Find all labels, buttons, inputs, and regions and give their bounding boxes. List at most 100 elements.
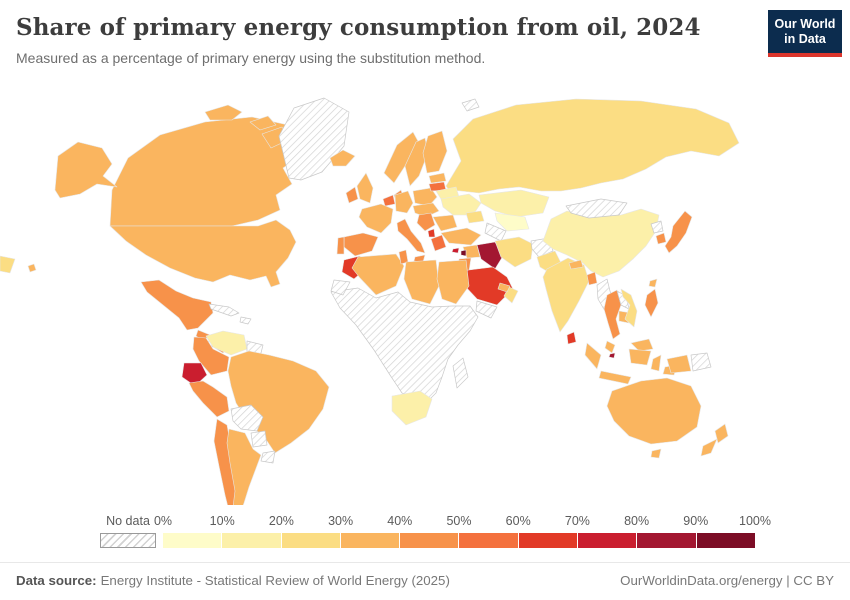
legend-bin-40-50%[interactable] <box>400 533 460 548</box>
owid-logo-accent-bar <box>768 53 842 57</box>
legend-bin-80-90%[interactable] <box>637 533 697 548</box>
country-iraq[interactable] <box>476 241 504 270</box>
no-data-swatch[interactable] <box>100 533 156 548</box>
country-japan[interactable] <box>664 210 693 254</box>
country-nepal[interactable] <box>568 259 584 270</box>
country-malaysia[interactable] <box>630 338 654 352</box>
country-canada[interactable] <box>204 104 243 121</box>
country-indonesia[interactable] <box>666 354 692 374</box>
country-singapore[interactable] <box>608 352 616 359</box>
country-iran[interactable] <box>494 236 534 268</box>
country-united-states[interactable] <box>27 263 37 273</box>
country-mongolia[interactable] <box>565 198 628 219</box>
country-new-zealand[interactable] <box>714 423 729 444</box>
country-philippines[interactable] <box>644 288 659 318</box>
legend-bin-60-70%[interactable] <box>518 533 579 548</box>
country-greece[interactable] <box>430 234 447 252</box>
country-italy[interactable] <box>396 218 426 254</box>
country-new-zealand[interactable] <box>700 438 718 457</box>
country-libya[interactable] <box>403 259 440 305</box>
country-thailand[interactable] <box>603 289 622 340</box>
legend-bin-70-80%[interactable] <box>578 533 638 548</box>
country-cuba[interactable] <box>208 303 240 317</box>
country-kazakhstan[interactable] <box>478 189 550 218</box>
country-mexico[interactable] <box>140 279 214 331</box>
license-text[interactable]: OurWorldinData.org/energy | CC BY <box>620 573 834 588</box>
country-svalbard[interactable] <box>461 98 480 112</box>
country-united-states[interactable] <box>54 141 118 199</box>
country-finland[interactable] <box>422 130 448 174</box>
country-sri-lanka[interactable] <box>566 331 577 345</box>
country-netherlands[interactable] <box>382 194 396 207</box>
country-russia[interactable] <box>0 255 16 274</box>
country-western-sahara[interactable] <box>330 279 351 296</box>
country-united-kingdom[interactable] <box>356 172 374 204</box>
legend-tick-label: 100% <box>739 514 771 528</box>
country-egypt[interactable] <box>436 259 470 305</box>
country-cyprus[interactable] <box>451 247 460 254</box>
country-uzbekistan[interactable] <box>494 212 530 232</box>
data-source-label: Data source: <box>16 573 97 588</box>
country-colombia[interactable] <box>192 336 230 376</box>
country-greenland[interactable] <box>278 97 350 181</box>
country-germany[interactable] <box>394 190 414 214</box>
legend-tick-label: 50% <box>446 514 472 528</box>
country-sub-saharan-africa[interactable] <box>330 287 479 402</box>
legend-scale: 0% 10% 20% 30% 40% 50% 60% 70% 80% 90% 100% <box>154 514 771 548</box>
country-indonesia[interactable] <box>650 354 662 372</box>
page-title: Share of primary energy consumption from… <box>16 14 701 41</box>
country-madagascar[interactable] <box>452 357 469 389</box>
country-haiti[interactable] <box>239 316 252 325</box>
country-united-states[interactable] <box>109 219 297 288</box>
country-france[interactable] <box>358 203 394 234</box>
country-ireland[interactable] <box>345 186 359 204</box>
country-papua-new-guinea[interactable] <box>690 352 712 372</box>
country-north-korea[interactable] <box>650 220 664 234</box>
country-malaysia[interactable] <box>604 340 616 354</box>
legend-bin-10-20%[interactable] <box>222 533 282 548</box>
country-australia[interactable] <box>606 377 702 445</box>
legend-bin-0-10%[interactable] <box>163 533 223 548</box>
country-indonesia[interactable] <box>584 342 602 370</box>
country-canada[interactable] <box>249 115 277 131</box>
country-brazil[interactable] <box>227 350 330 454</box>
country-indonesia[interactable] <box>598 370 632 385</box>
country-croatia[interactable] <box>416 212 436 232</box>
country-estonia[interactable] <box>428 172 447 184</box>
country-argentina[interactable] <box>226 428 262 505</box>
legend-tick-labels: 0% 10% 20% 30% 40% 50% 60% 70% 80% 90% 100% <box>154 514 771 530</box>
country-iceland[interactable] <box>329 149 356 167</box>
legend-bin-30-40%[interactable] <box>340 533 401 548</box>
country-turkey[interactable] <box>440 227 482 246</box>
legend-bin-50-60%[interactable] <box>459 533 519 548</box>
country-south-korea[interactable] <box>655 232 667 245</box>
country-united-arab-emirates[interactable] <box>497 282 511 293</box>
country-india[interactable] <box>542 257 590 333</box>
country-romania[interactable] <box>432 214 458 232</box>
country-albania[interactable] <box>427 228 436 238</box>
country-south-africa[interactable] <box>391 390 433 426</box>
country-bangladesh[interactable] <box>586 271 598 286</box>
country-taiwan[interactable] <box>648 278 658 288</box>
legend-bin-20-30%[interactable] <box>281 533 341 548</box>
country-russia[interactable] <box>445 98 740 194</box>
country-paraguay[interactable] <box>250 430 268 448</box>
country-indonesia[interactable] <box>628 348 652 366</box>
country-poland[interactable] <box>412 187 438 207</box>
country-australia[interactable] <box>650 448 662 459</box>
country-portugal[interactable] <box>336 236 345 255</box>
country-bolivia[interactable] <box>230 404 264 432</box>
country-yemen[interactable] <box>475 300 498 319</box>
country-uruguay[interactable] <box>260 450 276 464</box>
country-peru[interactable] <box>188 380 230 418</box>
country-czechia[interactable] <box>412 202 440 218</box>
country-ecuador[interactable] <box>181 362 208 387</box>
country-algeria[interactable] <box>351 253 405 296</box>
country-vietnam[interactable] <box>620 288 638 328</box>
footer: Data source: Energy Institute - Statistic… <box>0 562 850 600</box>
country-spain[interactable] <box>343 232 379 257</box>
country-lebanon[interactable] <box>460 249 467 257</box>
legend-bin-90-100%[interactable] <box>696 533 755 548</box>
country-azerbaijan[interactable] <box>465 210 485 224</box>
owid-logo[interactable]: Our World in Data <box>768 10 842 57</box>
